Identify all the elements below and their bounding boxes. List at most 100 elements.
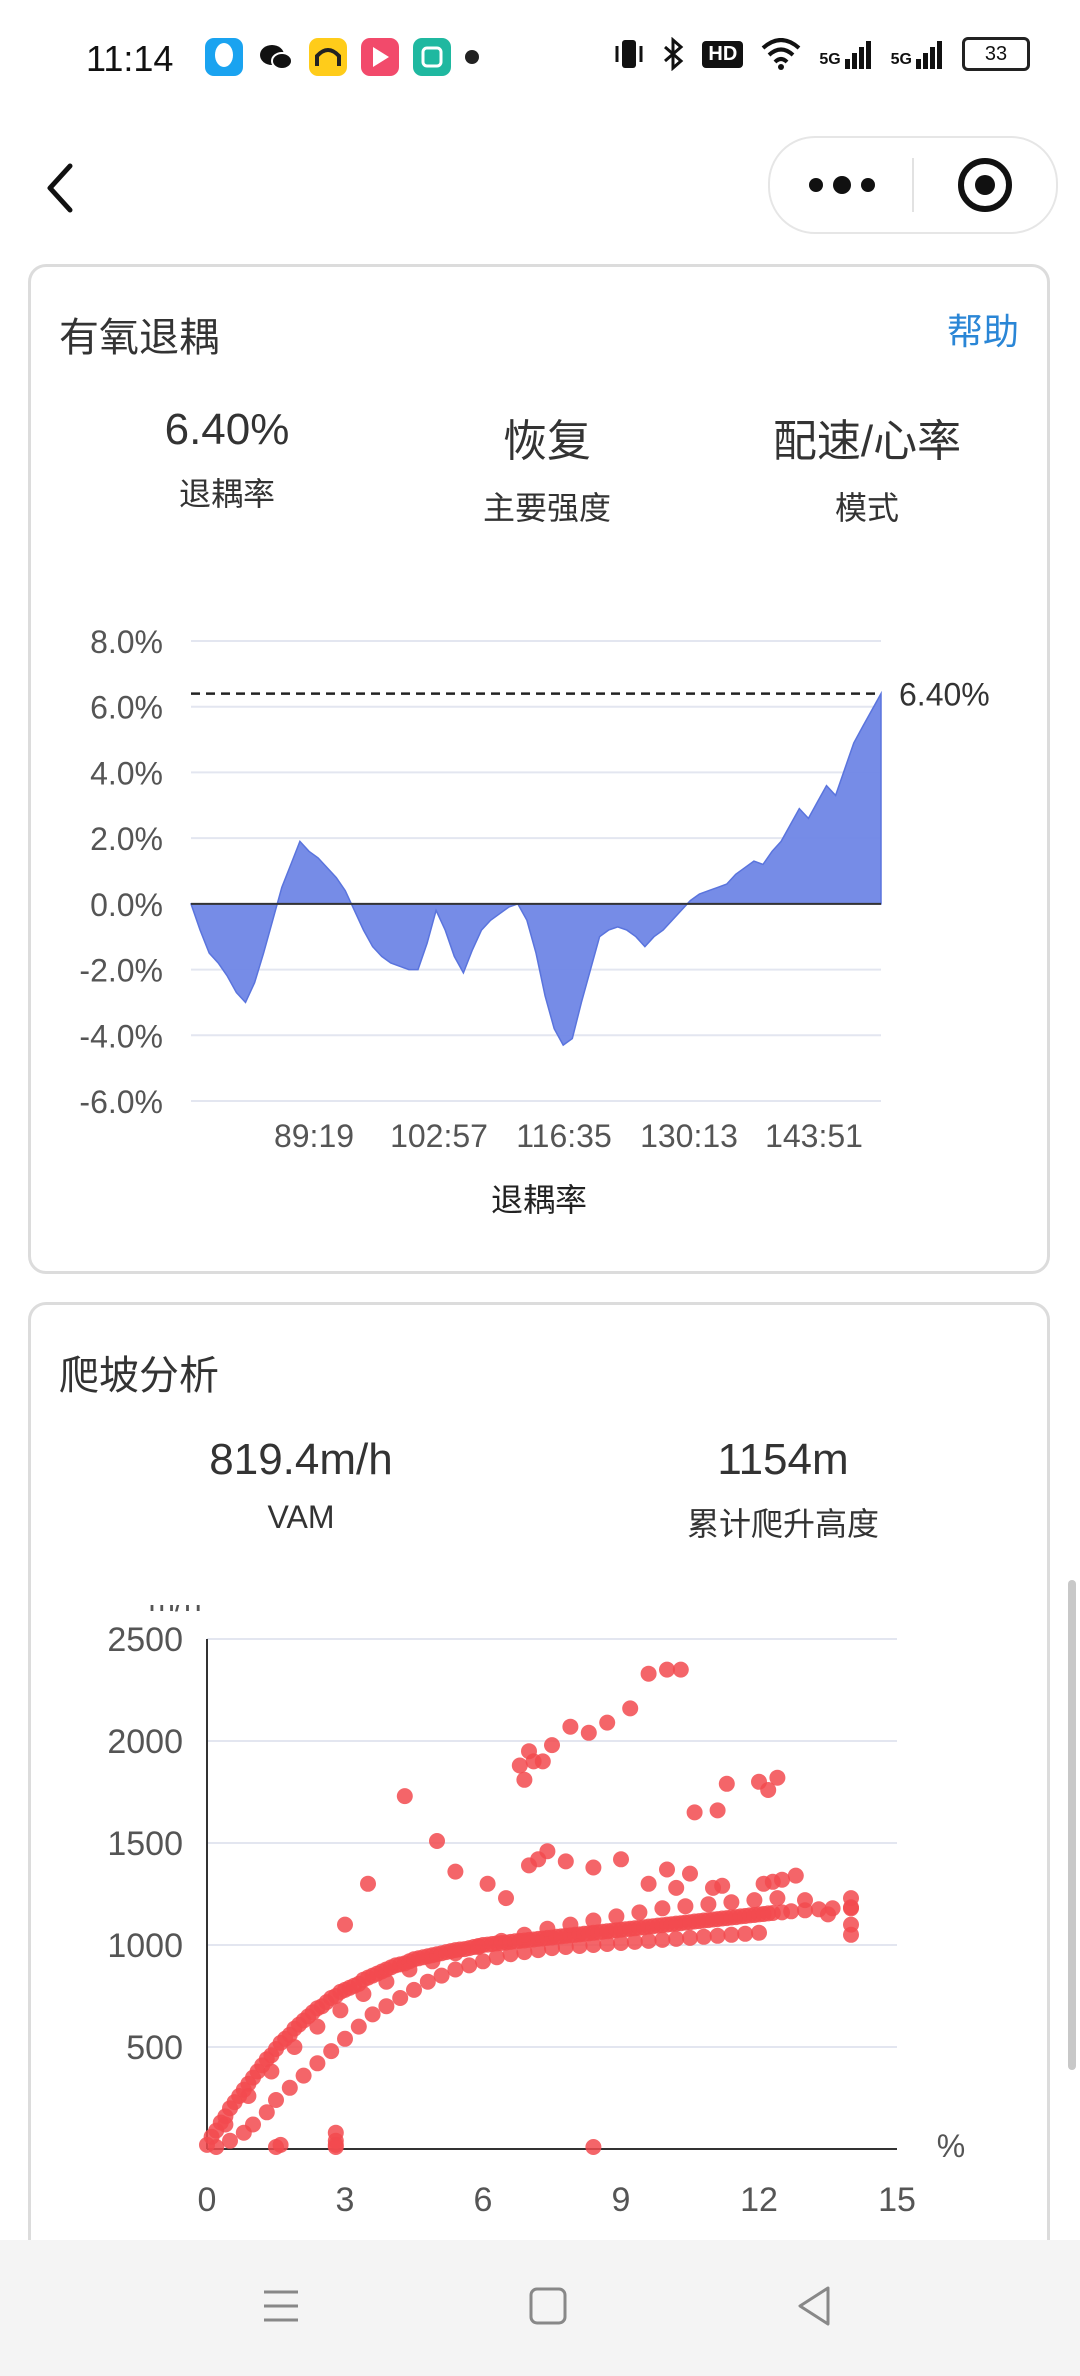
scatter-point <box>350 2018 367 2035</box>
mini-program-nav-bar <box>0 120 1080 250</box>
scatter-point <box>562 1916 579 1933</box>
wechat-icon <box>257 38 295 76</box>
page-content: 有氧退耦 帮助 6.40% 退耦率 恢复 主要强度 配速/心率 模式 8.0% 6… <box>0 250 1080 2302</box>
menu-lines-icon[interactable] <box>262 2286 300 2326</box>
scatter-point <box>585 1937 602 1953</box>
scatter-point <box>820 1906 836 1923</box>
scatter-point <box>268 2139 284 2155</box>
x-tick-label: 130:13 <box>640 1118 738 1154</box>
video-app-icon <box>361 38 399 76</box>
y-tick-label: 2500 <box>107 1621 183 1659</box>
y-tick-label: 4.0% <box>90 755 163 791</box>
scatter-point <box>208 2139 225 2155</box>
scatter-point <box>751 1924 767 1941</box>
scatter-point <box>447 1945 464 1962</box>
square-home-icon[interactable] <box>528 2286 568 2326</box>
scatter-point <box>222 2132 238 2149</box>
scatter-point <box>769 1769 786 1786</box>
scrollbar[interactable] <box>1068 1580 1076 2070</box>
metric-label: 退耦率 <box>178 476 275 512</box>
capsule-divider <box>912 158 914 212</box>
aerobic-decoupling-card: 有氧退耦 帮助 6.40% 退耦率 恢复 主要强度 配速/心率 模式 8.0% 6… <box>28 264 1050 1274</box>
scatter-point <box>585 1912 602 1929</box>
scatter-point <box>668 1930 685 1947</box>
scatter-point <box>714 1877 731 1894</box>
qq-icon <box>205 38 243 76</box>
scatter-point <box>378 1973 395 1990</box>
scatter-point <box>640 1932 657 1949</box>
x-tick-label: 9 <box>612 2181 631 2219</box>
vam-scatter-chart: m/h 2500 2000 1500 1000 500 0 3 6 9 12 15% <box>107 1605 965 2219</box>
scatter-point <box>640 1875 657 1892</box>
scatter-point <box>682 1929 698 1946</box>
scatter-point <box>360 1875 376 1892</box>
signal-2-icon: 5G <box>891 39 944 69</box>
scatter-point <box>843 1916 859 1933</box>
climb-analysis-card: 爬坡分析 819.4m/h VAM 1154m 累计爬升高度 m/h 2500 20… <box>28 1302 1050 2302</box>
scatter-point <box>557 1939 574 1955</box>
scatter-point <box>309 2018 326 2035</box>
scatter-point <box>396 1788 413 1805</box>
scatter-point <box>364 2006 381 2023</box>
scatter-point <box>746 1892 763 1909</box>
bluetooth-icon <box>664 37 684 71</box>
chevron-left-icon <box>47 163 73 213</box>
card-title: 爬坡分析 <box>59 1354 219 1398</box>
scatter-point <box>557 1853 574 1870</box>
scatter-points <box>199 1661 859 2155</box>
scatter-point <box>769 1890 786 1907</box>
scatter-point <box>668 1879 685 1896</box>
back-button[interactable] <box>40 158 80 218</box>
scatter-point <box>392 1990 409 2006</box>
more-button[interactable] <box>770 138 912 232</box>
x-axis-title: 退耦率 <box>491 1182 587 1218</box>
y-tick-label: 500 <box>126 2029 183 2067</box>
x-tick-label: 12 <box>740 2181 778 2219</box>
close-button[interactable] <box>914 138 1056 232</box>
x-tick-label: 116:35 <box>516 1118 612 1154</box>
scatter-point <box>783 1903 800 1920</box>
metric-main-intensity: 恢复 主要强度 <box>387 405 707 529</box>
notification-icons <box>205 38 479 76</box>
metric-label: VAM <box>267 1499 335 1535</box>
x-tick-label: 6 <box>474 2181 493 2219</box>
help-link[interactable]: 帮助 <box>946 311 1019 352</box>
scatter-point <box>429 1833 445 1849</box>
signal-1-icon: 5G <box>819 39 872 69</box>
scatter-point <box>461 1957 478 1974</box>
scatter-point <box>295 2067 312 2084</box>
x-tick-label: 143:51 <box>765 1118 863 1154</box>
scatter-point <box>797 1892 813 1909</box>
y-tick-label: -4.0% <box>79 1018 163 1054</box>
metric-value: 配速/心率 <box>772 417 962 466</box>
scatter-point <box>327 2136 344 2153</box>
scatter-point <box>419 1973 436 1990</box>
y-tick-label: 1000 <box>107 1927 183 1965</box>
triangle-back-icon[interactable] <box>794 2284 834 2328</box>
scatter-point <box>682 1865 698 1882</box>
scatter-point <box>599 1936 616 1952</box>
scatter-point <box>327 2124 344 2141</box>
vibrate-icon <box>615 40 643 68</box>
metric-value: 1154m <box>717 1435 849 1484</box>
scatter-point <box>337 2030 353 2047</box>
scatter-point <box>700 1896 717 1913</box>
metric-label: 模式 <box>834 490 899 526</box>
scatter-point <box>677 1898 694 1915</box>
scatter-point <box>447 1961 464 1978</box>
scatter-point <box>709 1802 726 1819</box>
scatter-point <box>613 1935 629 1951</box>
scatter-point <box>760 1782 777 1798</box>
scatter-point <box>686 1804 703 1821</box>
network-type-label: 5G <box>819 51 841 68</box>
scatter-point <box>631 1904 648 1921</box>
scatter-point <box>580 1724 597 1741</box>
scatter-point <box>571 1938 588 1954</box>
car-app-icon <box>309 38 347 76</box>
scatter-point <box>608 1908 625 1925</box>
scatter-point <box>493 1932 510 1949</box>
more-dots-icon <box>809 176 875 194</box>
scatter-point <box>401 1961 418 1978</box>
status-bar: 11:14 HD 5G 5G 33 <box>0 0 1080 120</box>
scatter-point <box>544 1940 560 1957</box>
